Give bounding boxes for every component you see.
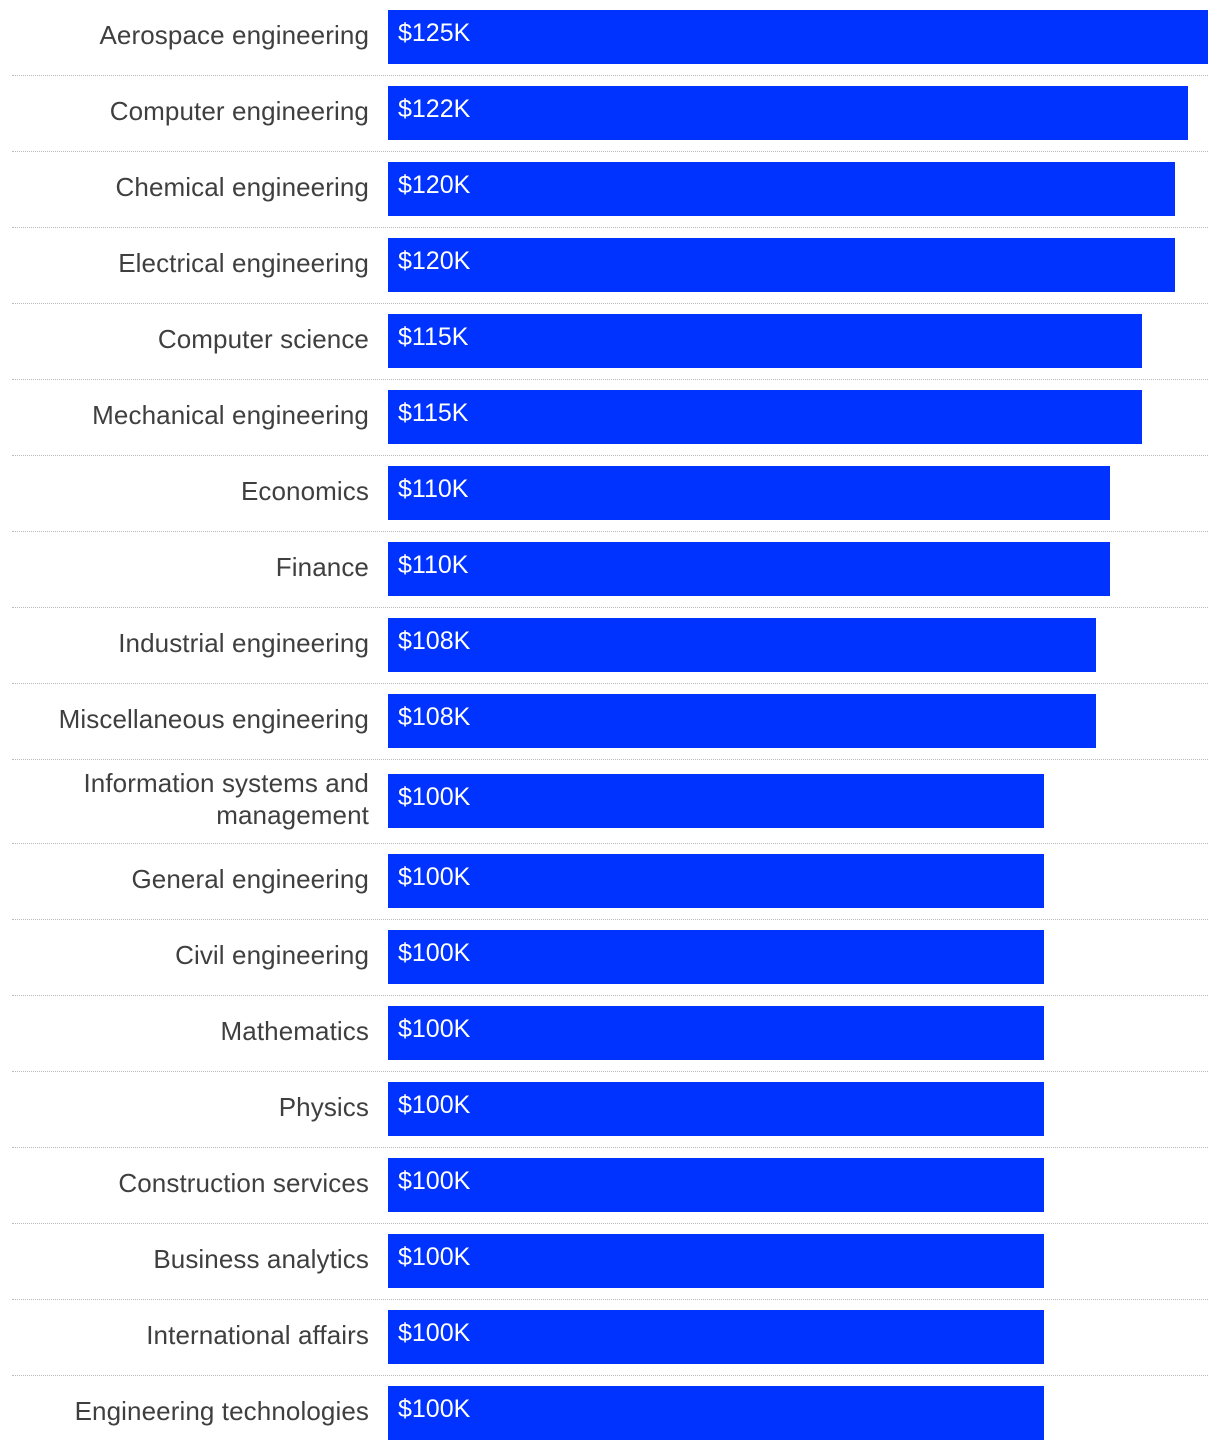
- category-label: Electrical engineering: [118, 248, 369, 278]
- value-label: $100K: [398, 939, 471, 967]
- row-divider: [12, 1223, 1208, 1224]
- row-divider: [12, 379, 1208, 380]
- bar-row: Computer engineering $122K: [0, 76, 1220, 152]
- value-label: $120K: [398, 171, 471, 199]
- category-label: Business analytics: [153, 1244, 369, 1274]
- bar-row: Electrical engineering $120K: [0, 228, 1220, 304]
- bar: [388, 1386, 1044, 1440]
- value-label: $115K: [398, 323, 469, 351]
- value-label: $100K: [398, 1015, 471, 1043]
- bar-row: Computer science $115K: [0, 304, 1220, 380]
- row-divider: [12, 75, 1208, 76]
- row-divider: [12, 683, 1208, 684]
- value-label: $110K: [398, 551, 469, 579]
- category-label: Mathematics: [220, 1016, 369, 1046]
- category-label: Civil engineering: [175, 940, 369, 970]
- bar: [388, 238, 1175, 292]
- value-label: $100K: [398, 1319, 471, 1347]
- row-divider: [12, 759, 1208, 760]
- category-label: General engineering: [131, 864, 369, 894]
- bar-row: Mathematics $100K: [0, 996, 1220, 1072]
- bar: [388, 1082, 1044, 1136]
- bar: [388, 854, 1044, 908]
- value-label: $100K: [398, 1167, 471, 1195]
- row-divider: [12, 455, 1208, 456]
- category-label: Physics: [278, 1092, 369, 1122]
- bar: [388, 466, 1110, 520]
- row-divider: [12, 1071, 1208, 1072]
- value-label: $100K: [398, 1395, 471, 1423]
- row-divider: [12, 1147, 1208, 1148]
- bar-row: Industrial engineering $108K: [0, 608, 1220, 684]
- category-label: Information systems and management: [83, 768, 369, 830]
- row-divider: [12, 843, 1208, 844]
- row-divider: [12, 227, 1208, 228]
- row-divider: [12, 995, 1208, 996]
- row-divider: [12, 1375, 1208, 1376]
- value-label: $122K: [398, 95, 471, 123]
- bar: [388, 86, 1188, 140]
- bar-row: Business analytics $100K: [0, 1224, 1220, 1300]
- bar: [388, 1234, 1044, 1288]
- value-label: $108K: [398, 627, 471, 655]
- value-label: $115K: [398, 399, 469, 427]
- bar-row: Information systems and management $100K: [0, 760, 1220, 844]
- bar: [388, 1310, 1044, 1364]
- value-label: $100K: [398, 863, 471, 891]
- bar: [388, 314, 1142, 368]
- bar-row: Chemical engineering $120K: [0, 152, 1220, 228]
- value-label: $100K: [398, 783, 471, 811]
- category-label: Finance: [275, 552, 369, 582]
- bar: [388, 774, 1044, 828]
- bar-row: General engineering $100K: [0, 844, 1220, 920]
- bar: [388, 930, 1044, 984]
- value-label: $125K: [398, 19, 471, 47]
- row-divider: [12, 919, 1208, 920]
- bar: [388, 542, 1110, 596]
- bar: [388, 162, 1175, 216]
- bar: [388, 390, 1142, 444]
- bar: [388, 618, 1096, 672]
- category-label: Mechanical engineering: [92, 400, 369, 430]
- category-label: Engineering technologies: [74, 1396, 369, 1426]
- bar: [388, 1006, 1044, 1060]
- bar: [388, 694, 1096, 748]
- bar: [388, 10, 1208, 64]
- value-label: $100K: [398, 1243, 471, 1271]
- bar-row: Construction services $100K: [0, 1148, 1220, 1224]
- category-label: Aerospace engineering: [99, 20, 369, 50]
- bar-row: International affairs $100K: [0, 1300, 1220, 1376]
- value-label: $100K: [398, 1091, 471, 1119]
- bar-row: Aerospace engineering $125K: [0, 0, 1220, 76]
- bar-row: Engineering technologies $100K: [0, 1376, 1220, 1452]
- bar-row: Economics $110K: [0, 456, 1220, 532]
- bar: [388, 1158, 1044, 1212]
- category-label: International affairs: [146, 1320, 369, 1350]
- row-divider: [12, 303, 1208, 304]
- category-label: Computer science: [157, 324, 369, 354]
- category-label: Economics: [240, 476, 369, 506]
- bar-row: Physics $100K: [0, 1072, 1220, 1148]
- row-divider: [12, 607, 1208, 608]
- bar-row: Finance $110K: [0, 532, 1220, 608]
- category-label: Computer engineering: [109, 96, 369, 126]
- row-divider: [12, 151, 1208, 152]
- bar-row: Civil engineering $100K: [0, 920, 1220, 996]
- value-label: $110K: [398, 475, 469, 503]
- row-divider: [12, 531, 1208, 532]
- category-label: Chemical engineering: [115, 172, 369, 202]
- bar-row: Mechanical engineering $115K: [0, 380, 1220, 456]
- category-label: Industrial engineering: [118, 628, 369, 658]
- value-label: $120K: [398, 247, 471, 275]
- bar-row: Miscellaneous engineering $108K: [0, 684, 1220, 760]
- value-label: $108K: [398, 703, 471, 731]
- category-label: Construction services: [118, 1168, 369, 1198]
- category-label: Miscellaneous engineering: [58, 704, 369, 734]
- row-divider: [12, 1299, 1208, 1300]
